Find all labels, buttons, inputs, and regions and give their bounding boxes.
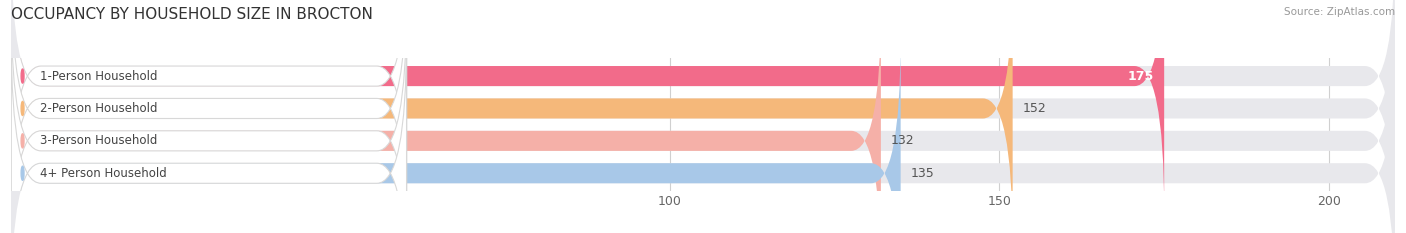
Circle shape xyxy=(21,101,24,116)
FancyBboxPatch shape xyxy=(11,0,1395,233)
Text: Source: ZipAtlas.com: Source: ZipAtlas.com xyxy=(1284,7,1395,17)
Text: 4+ Person Household: 4+ Person Household xyxy=(41,167,167,180)
Circle shape xyxy=(21,69,24,83)
Text: 132: 132 xyxy=(891,134,914,147)
FancyBboxPatch shape xyxy=(11,5,882,233)
FancyBboxPatch shape xyxy=(11,0,406,233)
FancyBboxPatch shape xyxy=(11,0,1164,212)
Text: 175: 175 xyxy=(1128,70,1154,82)
FancyBboxPatch shape xyxy=(11,0,406,212)
Text: OCCUPANCY BY HOUSEHOLD SIZE IN BROCTON: OCCUPANCY BY HOUSEHOLD SIZE IN BROCTON xyxy=(11,7,373,22)
Text: 1-Person Household: 1-Person Household xyxy=(41,70,157,82)
FancyBboxPatch shape xyxy=(11,38,901,233)
FancyBboxPatch shape xyxy=(11,38,406,233)
FancyBboxPatch shape xyxy=(11,5,1395,233)
Circle shape xyxy=(21,166,24,180)
Text: 3-Person Household: 3-Person Household xyxy=(41,134,157,147)
FancyBboxPatch shape xyxy=(11,38,1395,233)
FancyBboxPatch shape xyxy=(11,0,1012,233)
FancyBboxPatch shape xyxy=(11,0,1395,212)
Text: 152: 152 xyxy=(1022,102,1046,115)
Text: 135: 135 xyxy=(911,167,934,180)
Circle shape xyxy=(21,134,24,148)
Text: 2-Person Household: 2-Person Household xyxy=(41,102,157,115)
FancyBboxPatch shape xyxy=(11,5,406,233)
